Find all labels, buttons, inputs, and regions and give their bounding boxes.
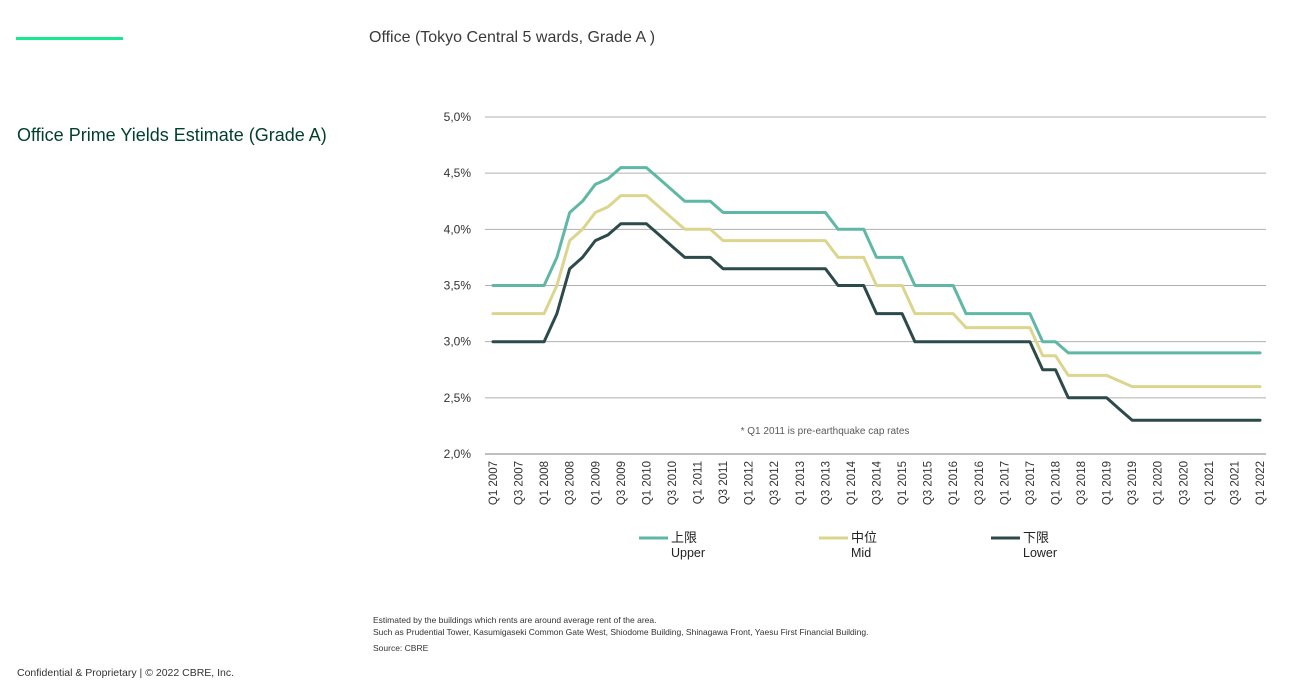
x-tick-label: Q3 2007 xyxy=(514,461,526,505)
x-tick-label: Q3 2015 xyxy=(923,461,935,505)
chart-series xyxy=(491,166,1262,422)
y-tick-label: 4,5% xyxy=(444,166,472,180)
x-axis-tick-labels: Q1 2007 Q3 2007 Q1 2008 Q3 2008 Q1 2009 Q3 20… xyxy=(488,460,1267,505)
x-tick-label: Q1 2019 xyxy=(1102,461,1114,505)
series-line-upper xyxy=(491,166,1262,355)
x-tick-label: Q1 2011 xyxy=(693,461,705,504)
x-tick-label: Q1 2007 xyxy=(488,461,500,505)
series-line-mid xyxy=(491,194,1262,389)
x-tick-label: Q3 2021 xyxy=(1229,461,1241,505)
chart-heading: Office Prime Yields Estimate (Grade A) xyxy=(17,125,327,145)
header-accent-line xyxy=(16,37,123,40)
footer-copyright: Confidential & Proprietary | © 2022 CBRE… xyxy=(17,667,235,679)
x-tick-label: Q1 2015 xyxy=(897,461,909,505)
x-tick-label: Q1 2008 xyxy=(539,461,551,505)
x-tick-label: Q3 2016 xyxy=(974,461,986,505)
y-tick-label: 3,0% xyxy=(444,335,472,349)
legend-label-ja: 下限 xyxy=(1023,531,1049,546)
legend-label-ja: 上限 xyxy=(671,531,697,546)
x-tick-label: Q3 2008 xyxy=(565,461,577,505)
footnotes: Estimated by the buildings which rents a… xyxy=(373,614,868,654)
x-tick-label: Q3 2012 xyxy=(769,461,781,505)
x-tick-label: Q3 2018 xyxy=(1076,461,1088,505)
x-tick-label: Q3 2020 xyxy=(1178,461,1190,505)
footnote-source: Source: CBRE xyxy=(373,643,429,653)
x-tick-label: Q1 2021 xyxy=(1204,461,1216,505)
x-tick-label: Q1 2016 xyxy=(948,461,960,505)
legend-label-ja: 中位 xyxy=(851,531,877,546)
x-tick-label: Q3 2017 xyxy=(1025,461,1037,505)
series-line-lower xyxy=(491,222,1262,422)
x-tick-label: Q3 2010 xyxy=(667,461,679,505)
y-axis-tick-labels: 2,0% 2,5% 3,0% 3,5% 4,0% 4,5% 5,0% xyxy=(444,110,472,461)
x-tick-label: Q3 2013 xyxy=(820,461,832,505)
y-tick-label: 5,0% xyxy=(444,110,472,124)
x-tick-label: Q1 2017 xyxy=(999,461,1011,505)
legend-label-en: Mid xyxy=(851,546,871,560)
x-tick-label: Q3 2011 xyxy=(718,461,730,504)
x-tick-label: Q1 2013 xyxy=(795,461,807,505)
x-tick-label: Q3 2009 xyxy=(616,461,628,505)
x-tick-label: Q1 2018 xyxy=(1050,461,1062,505)
y-tick-label: 2,0% xyxy=(444,447,472,461)
slide-title: Office (Tokyo Central 5 wards, Grade A ) xyxy=(369,29,656,46)
x-tick-label: Q1 2009 xyxy=(590,461,602,505)
legend-label-en: Lower xyxy=(1023,546,1057,560)
y-tick-label: 4,0% xyxy=(444,222,472,236)
yield-line-chart: 2,0% 2,5% 3,0% 3,5% 4,0% 4,5% 5,0% Q1 2007 Q3 2… xyxy=(444,110,1267,560)
x-tick-label: Q1 2010 xyxy=(641,461,653,505)
footnote-line-2: Such as Prudential Tower, Kasumigaseki C… xyxy=(373,627,869,637)
x-tick-label: Q1 2022 xyxy=(1255,461,1267,505)
x-tick-label: Q1 2014 xyxy=(846,460,858,505)
x-tick-label: Q1 2020 xyxy=(1153,461,1165,505)
footnote-line-1: Estimated by the buildings which rents a… xyxy=(373,615,657,625)
x-tick-label: Q3 2019 xyxy=(1127,461,1139,505)
legend-label-en: Upper xyxy=(671,546,705,560)
y-tick-label: 3,5% xyxy=(444,279,472,293)
x-tick-label: Q3 2014 xyxy=(872,460,884,505)
chart-annotation: * Q1 2011 is pre-earthquake cap rates xyxy=(741,426,910,437)
y-tick-label: 2,5% xyxy=(444,391,472,405)
x-tick-label: Q1 2012 xyxy=(744,461,756,505)
